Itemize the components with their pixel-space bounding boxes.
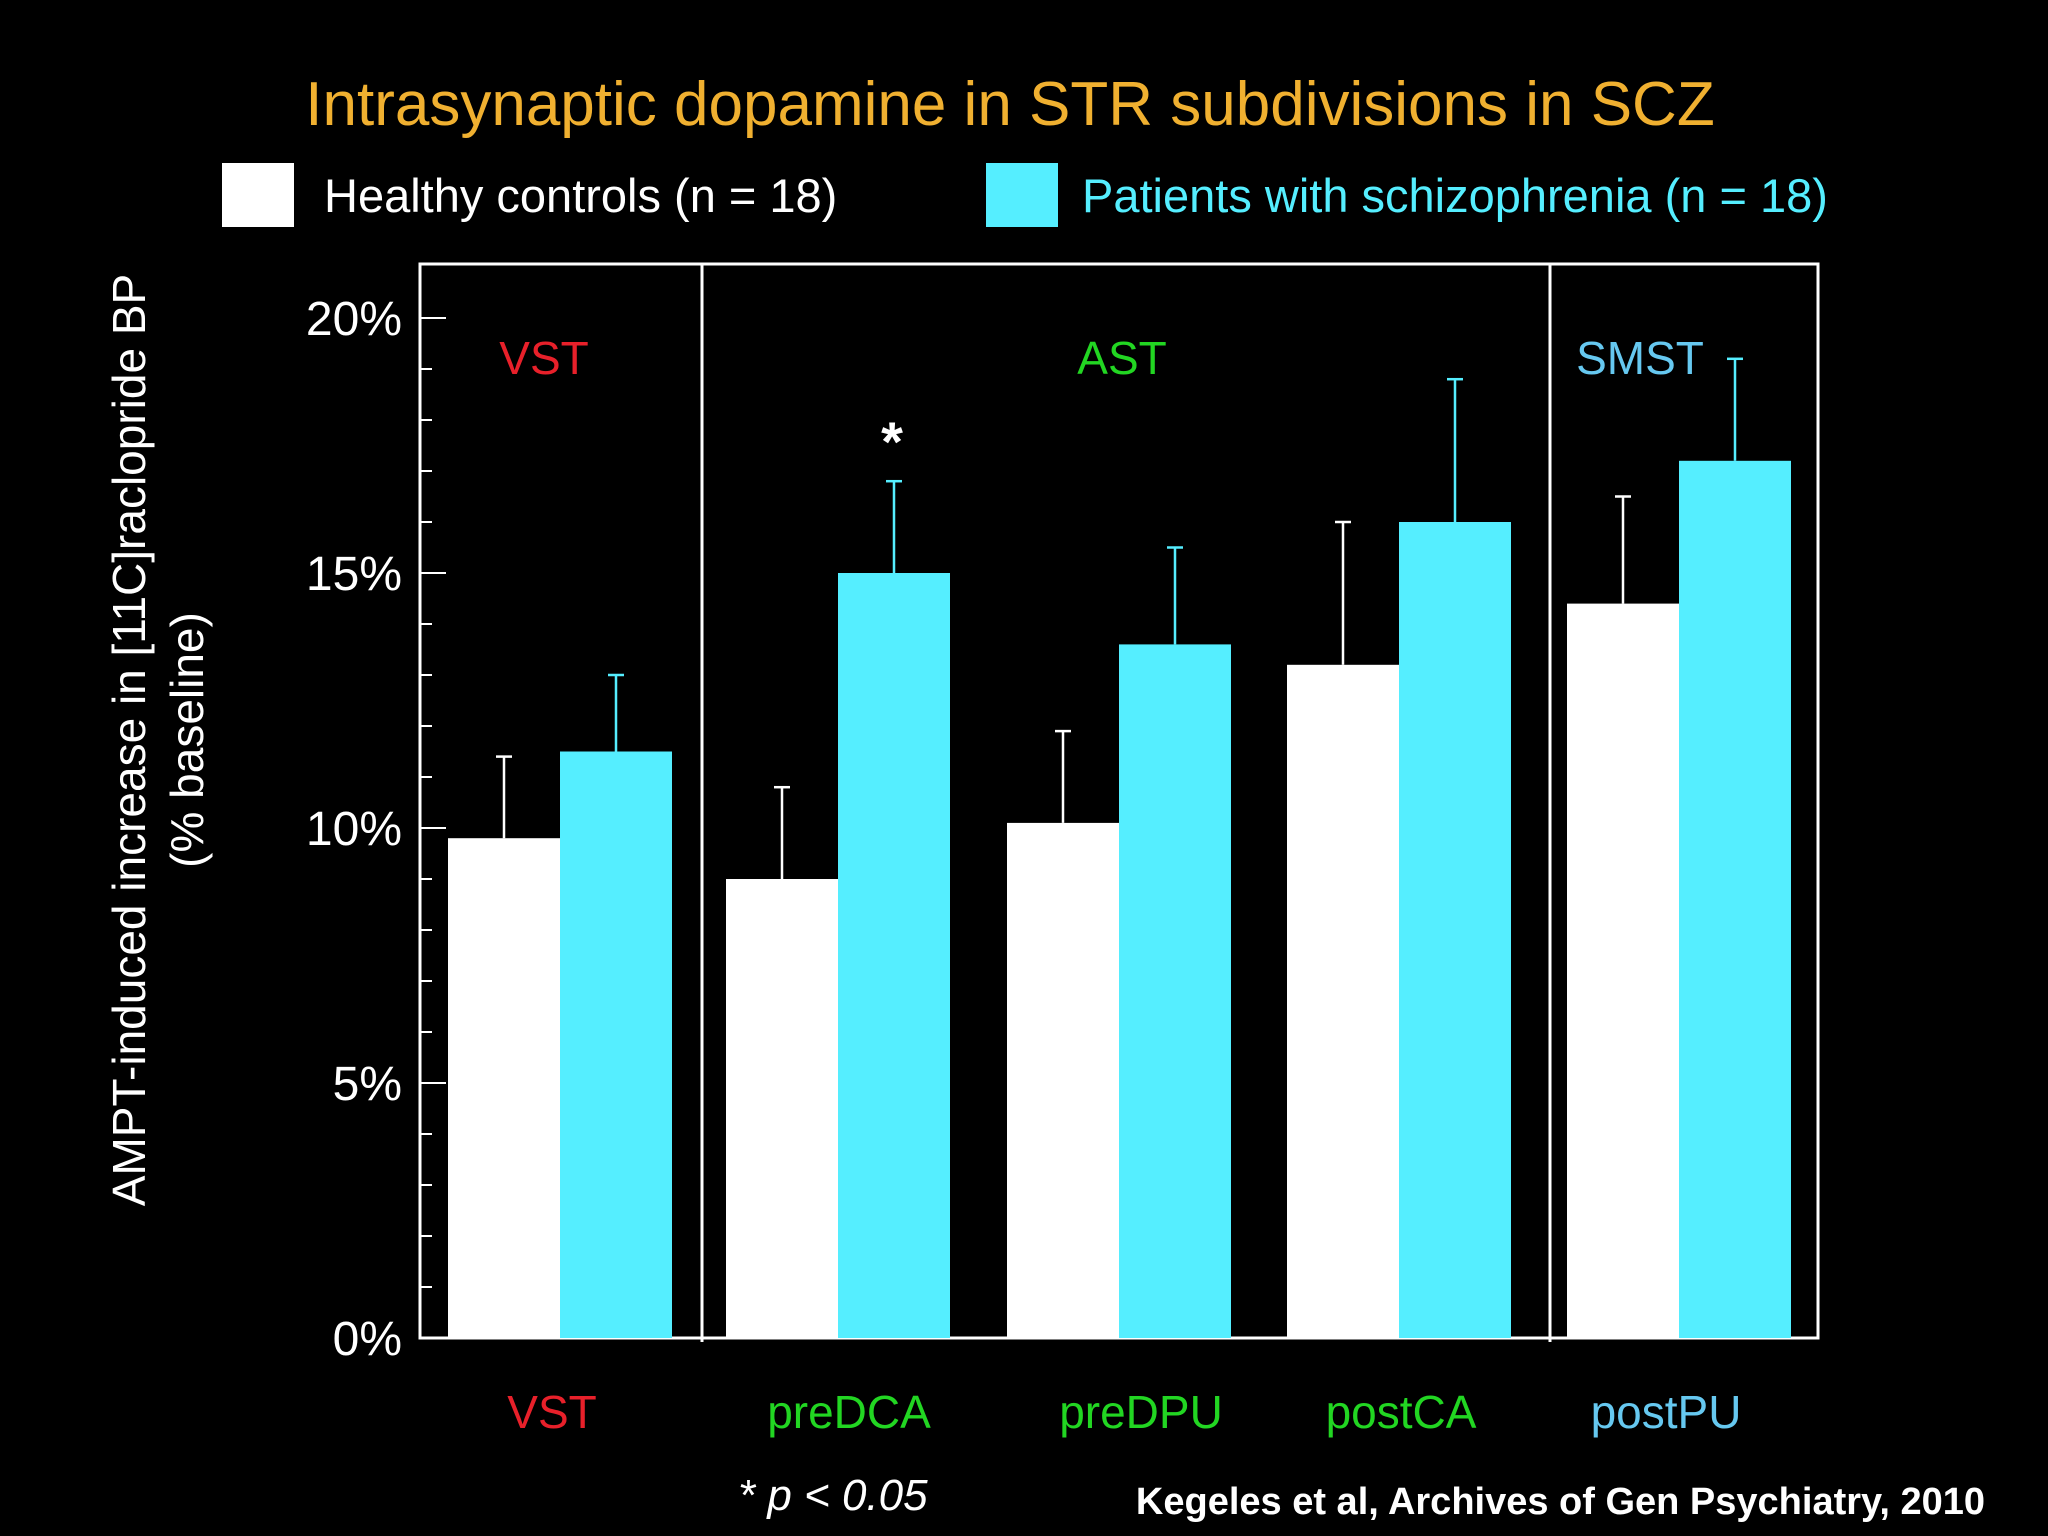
bar-control-preDCA bbox=[726, 879, 838, 1338]
region-labels: VST AST SMST bbox=[499, 332, 1704, 384]
error-bar-patient-VST bbox=[608, 673, 624, 752]
chart-title: Intrasynaptic dopamine in STR subdivisio… bbox=[305, 70, 1714, 139]
bars bbox=[448, 460, 1791, 1338]
bar-patient-postPU bbox=[1679, 460, 1791, 1338]
y-axis-label-line1: AMPT-induced increase in [11C]raclopride… bbox=[103, 274, 155, 1206]
bar-control-postCA bbox=[1287, 664, 1399, 1338]
category-labels: VST preDCA preDPU postCA postPU bbox=[507, 1386, 1741, 1438]
bar-patient-preDPU bbox=[1119, 644, 1231, 1338]
y-tick-label: 0% bbox=[333, 1313, 402, 1366]
region-label-vst: VST bbox=[499, 332, 588, 384]
y-tick-label: 15% bbox=[306, 548, 402, 601]
category-label-preDCA: preDCA bbox=[767, 1386, 931, 1438]
error-bar-patient-preDCA bbox=[886, 479, 902, 573]
bar-control-postPU bbox=[1567, 603, 1679, 1338]
category-label-postPU: postPU bbox=[1591, 1386, 1742, 1438]
y-axis-label: AMPT-induced increase in [11C]raclopride… bbox=[103, 274, 213, 1206]
legend: Healthy controls (n = 18) Patients with … bbox=[222, 163, 1828, 227]
region-label-smst: SMST bbox=[1576, 332, 1704, 384]
y-axis-label-line2: (% baseline) bbox=[161, 612, 213, 868]
footnote: * p < 0.05 bbox=[738, 1471, 928, 1520]
significance-markers: * bbox=[881, 410, 903, 473]
error-bars bbox=[496, 357, 1743, 879]
error-bar-control-postPU bbox=[1615, 495, 1631, 604]
region-label-ast: AST bbox=[1077, 332, 1166, 384]
y-tick-label: 20% bbox=[306, 293, 402, 346]
error-bar-control-VST bbox=[496, 755, 512, 839]
bar-patient-postCA bbox=[1399, 522, 1511, 1338]
bar-patient-VST bbox=[560, 751, 672, 1338]
error-bar-patient-postPU bbox=[1727, 357, 1743, 461]
error-bar-control-preDPU bbox=[1055, 729, 1071, 823]
legend-label-patients: Patients with schizophrenia (n = 18) bbox=[1082, 169, 1828, 222]
y-axis-ticks: 0% 5% 10% 15% 20% bbox=[306, 293, 446, 1366]
legend-swatch-patients bbox=[986, 163, 1058, 227]
error-bar-control-postCA bbox=[1335, 520, 1351, 665]
significance-star: * bbox=[881, 410, 903, 473]
category-label-preDPU: preDPU bbox=[1059, 1386, 1223, 1438]
bar-control-VST bbox=[448, 838, 560, 1338]
bar-control-preDPU bbox=[1007, 822, 1119, 1338]
y-tick-label: 10% bbox=[306, 803, 402, 856]
bar-patient-preDCA bbox=[838, 573, 950, 1338]
citation: Kegeles et al, Archives of Gen Psychiatr… bbox=[1136, 1481, 1985, 1523]
category-label-VST: VST bbox=[507, 1386, 596, 1438]
error-bar-patient-postCA bbox=[1447, 377, 1463, 522]
category-label-postCA: postCA bbox=[1326, 1386, 1477, 1438]
y-tick-label: 5% bbox=[333, 1058, 402, 1111]
error-bar-control-preDCA bbox=[774, 785, 790, 879]
legend-swatch-healthy-controls bbox=[222, 163, 294, 227]
error-bar-patient-preDPU bbox=[1167, 546, 1183, 645]
legend-label-healthy-controls: Healthy controls (n = 18) bbox=[324, 169, 837, 222]
